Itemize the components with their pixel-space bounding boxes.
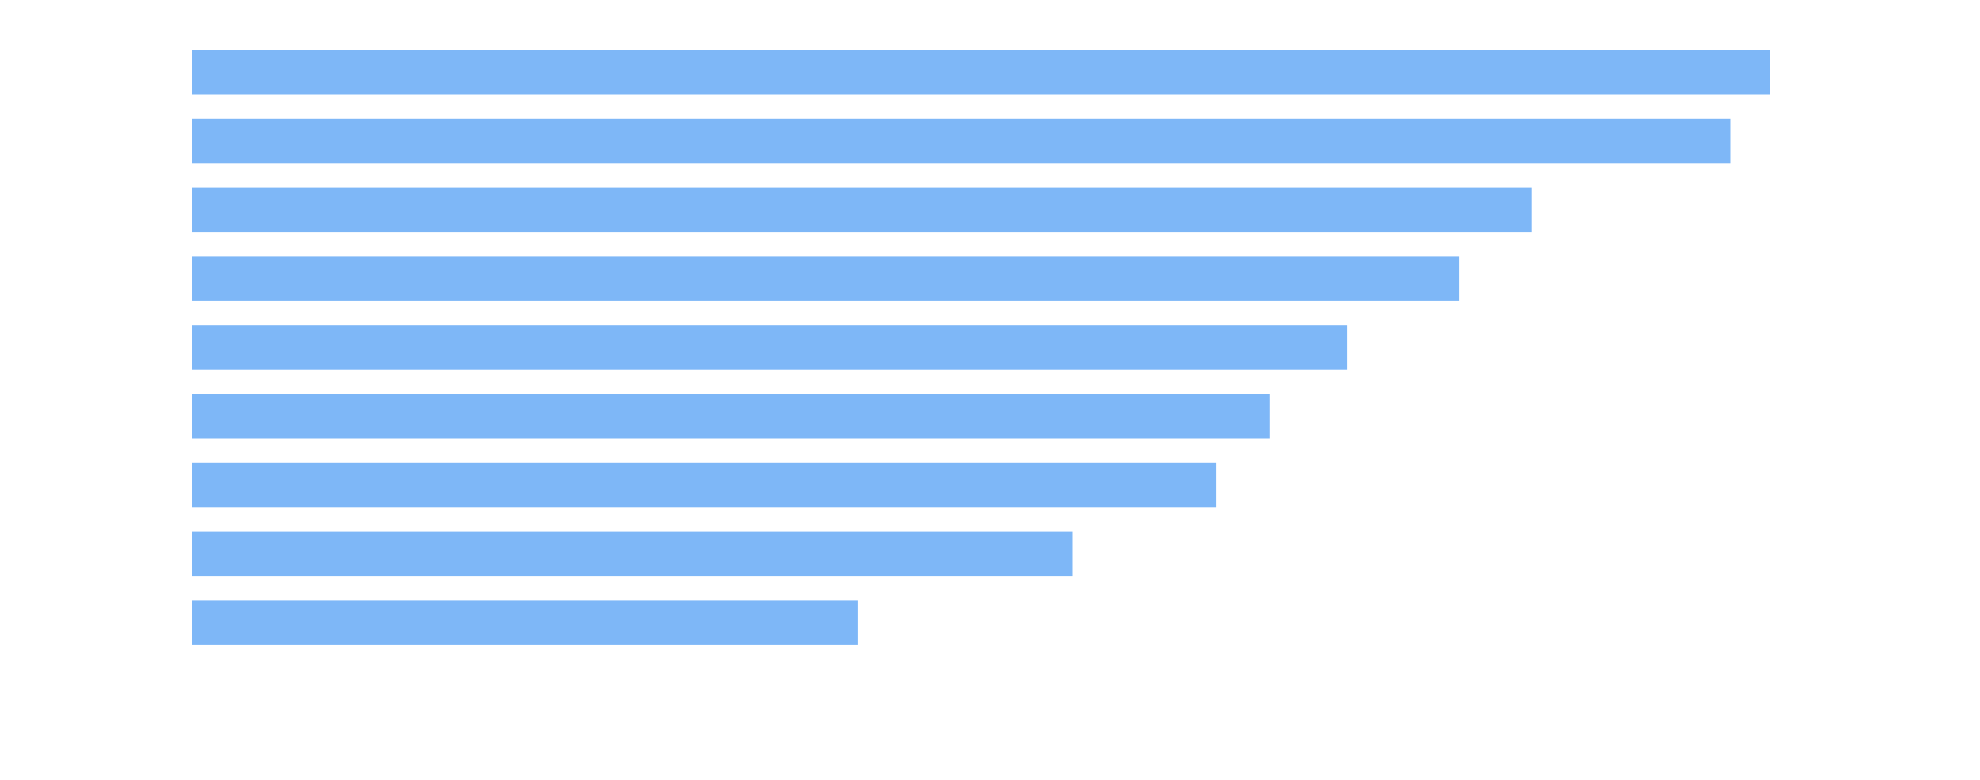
bar-8 <box>192 531 1073 577</box>
bar-2 <box>192 118 1731 164</box>
bar-6 <box>192 394 1270 439</box>
bar-3 <box>192 187 1532 233</box>
bar-5 <box>192 325 1348 370</box>
bar-9 <box>192 600 858 645</box>
bar-7 <box>192 462 1217 508</box>
bar-1 <box>192 50 1770 95</box>
bar-4 <box>192 256 1460 301</box>
